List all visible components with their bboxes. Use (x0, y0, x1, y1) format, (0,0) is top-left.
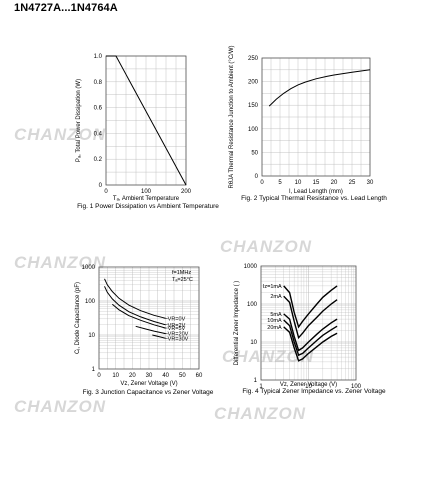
series-label: VR=30V (168, 336, 189, 342)
series-line (268, 69, 371, 107)
x-tick-label: 60 (196, 373, 203, 379)
y-tick-label: 100 (85, 299, 96, 305)
y-tick-label: 0.8 (94, 80, 103, 86)
y-tick-label: 100 (248, 127, 259, 133)
x-tick-label: 10 (305, 384, 312, 390)
x-tick-label: 25 (349, 180, 356, 186)
chart-annotation: Tₐ=25°C (172, 277, 193, 283)
x-tick-label: 30 (367, 180, 374, 186)
x-tick-label: 10 (112, 373, 119, 379)
watermark-text: CHANZON (222, 347, 314, 366)
series-line (135, 325, 166, 335)
grid (261, 57, 371, 177)
x-tick-label: 0 (260, 180, 264, 186)
series-line (104, 278, 166, 319)
y-tick-label: 0.6 (94, 106, 103, 112)
y-axis-label: Cⱼ, Diode Capacitance (pF) (75, 282, 81, 354)
x-tick-label: 200 (181, 189, 192, 195)
x-axis-label: l, Lead Length (mm) (289, 189, 343, 195)
x-tick-label: 10 (295, 180, 302, 186)
chart-title: Fig. 2 Typical Thermal Resistance vs. Le… (241, 195, 387, 202)
series-line (104, 286, 166, 326)
y-axis-label: Differential Zener Impedance ( ) (234, 281, 240, 366)
series-line (106, 55, 187, 186)
x-tick-label: 50 (179, 373, 186, 379)
x-tick-label: 0 (104, 189, 108, 195)
chart-3: 0 10 20 30 40 50 60 1 10 100 1000 Vz, Zener Voltage… (75, 265, 214, 396)
y-tick-label: 250 (248, 56, 259, 62)
y-tick-label: 0 (255, 174, 259, 180)
series-label: 20mA (267, 325, 282, 331)
x-tick-label: 15 (313, 180, 320, 186)
y-tick-label: 50 (251, 150, 258, 156)
y-tick-label: 1000 (82, 265, 96, 271)
y-axis-label: Pₐ, Total Power Dissipation (W) (76, 79, 82, 162)
y-tick-label: 150 (248, 103, 259, 109)
x-tick-label: 0 (97, 373, 101, 379)
watermark-text: CHANZON (214, 404, 306, 423)
chart-2: 0 5 10 15 20 25 30 0 50 100 150 200 250 l, Lead Lengt… (229, 45, 387, 202)
plot-frame (260, 265, 357, 381)
watermark-text: CHANZON (14, 397, 106, 416)
series-line (283, 313, 338, 352)
y-tick-label: 1 (254, 378, 258, 384)
watermark-text: CHANZON (14, 253, 106, 272)
y-tick-label: 10 (88, 333, 95, 339)
series-label: VR=0V (168, 316, 186, 322)
chart-4: 1 10 100 1 10 100 1000 Vz, Zener Voltage (V) Dif… (234, 264, 386, 395)
plot-frame (105, 55, 187, 186)
x-tick-label: 100 (141, 189, 152, 195)
series-label: VR=20V (168, 332, 189, 338)
watermark-text: CHANZON (220, 237, 312, 256)
x-tick-label: 20 (331, 180, 338, 186)
y-tick-label: 10 (250, 340, 257, 346)
y-tick-label: 1000 (244, 264, 258, 270)
plot-frame (98, 266, 200, 370)
series-line (283, 285, 338, 329)
y-tick-label: 200 (248, 80, 259, 86)
y-tick-label: 0.2 (94, 157, 103, 163)
series-label: VR=5V (168, 326, 186, 332)
y-tick-label: 1 (92, 367, 96, 373)
x-tick-label: 5 (278, 180, 282, 186)
chart-title: Fig. 4 Typical Zener Impedance vs. Zener… (242, 388, 386, 395)
chart-annotation: f=1MHz (172, 270, 191, 276)
x-tick-label: 1 (259, 384, 263, 390)
page-title: 1N4727A...1N4764A (14, 2, 118, 14)
series-line (283, 295, 338, 340)
series-label: Iz=1mA (263, 284, 282, 290)
x-axis-label: Vz, Zener Voltage (V) (120, 381, 177, 387)
y-tick-label: 100 (247, 302, 258, 308)
chart-title: Fig. 1 Power Dissipation vs Ambient Temp… (77, 203, 219, 210)
x-axis-label: Tₐ, Ambient Temperature (113, 196, 180, 202)
y-tick-label: 0 (99, 183, 103, 189)
series-line (283, 319, 338, 357)
y-tick-label: 1.0 (94, 54, 103, 60)
series-label: VR=2V (168, 323, 186, 329)
series-label: 5mA (270, 312, 282, 318)
x-axis-label: Vz, Zener Voltage (V) (280, 382, 337, 388)
series-line (111, 303, 166, 329)
series-line (152, 334, 166, 339)
series-line (283, 326, 338, 362)
x-tick-label: 20 (129, 373, 136, 379)
chart-1: 0 100 200 0 0.2 0.4 0.6 0.8 1.0 Tₐ, Ambient Tempe… (76, 54, 219, 210)
series-label: 10mA (267, 318, 282, 324)
x-tick-label: 40 (162, 373, 169, 379)
y-tick-label: 0.4 (94, 131, 103, 137)
watermark-text: CHANZON (14, 125, 106, 144)
series-label: 2mA (270, 294, 282, 300)
x-tick-label: 30 (146, 373, 153, 379)
chart-title: Fig. 3 Junction Capacitance vs Zener Vol… (83, 389, 214, 396)
grid (105, 55, 187, 186)
x-tick-label: 100 (351, 384, 362, 390)
plot-frame (261, 57, 371, 177)
y-axis-label: RθJA Thermal Resistance Junction to Ambi… (229, 45, 235, 188)
